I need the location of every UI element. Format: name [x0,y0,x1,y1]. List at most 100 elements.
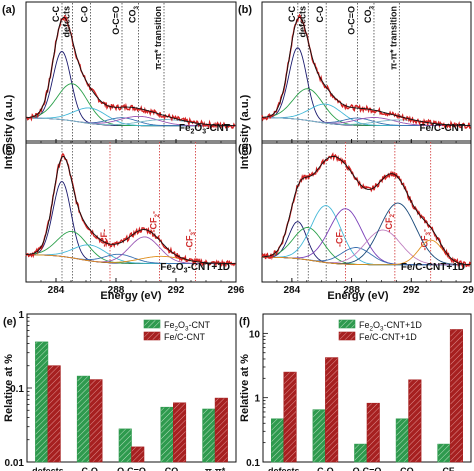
bar-green [76,375,90,463]
legend-swatch [338,331,356,341]
bar-red [408,379,422,463]
legend-label: Fe/C-CNT+1D [359,332,417,342]
x-category-label: defects [268,466,300,471]
fit-envelope [261,155,471,266]
xlabel-left: Energy (eV) [100,290,161,302]
ylabel-top-left: Intensity (a.u.) [3,94,15,169]
fit-envelope [25,156,236,264]
bar-green [118,428,132,463]
x-category-label: CFx [442,466,458,471]
bar-green [270,418,285,463]
xlabel-right: Energy (eV) [327,290,388,302]
x-category-label: CO3 [165,466,183,471]
ylabel-bottom-right: Relative at % [239,354,251,422]
x-category-label: C-O [81,466,98,471]
bar-green [312,409,326,463]
fit-envelope [26,16,236,127]
bar-green [437,443,451,463]
x-tick-label: 292 [403,285,420,296]
y-tick-label: 1 [18,310,24,321]
sample-name: Fe2O3-CNT [179,123,230,136]
panel-tag: (e) [3,316,17,328]
x-tick-label: 288 [343,285,360,296]
bar-green [202,408,216,463]
fit-component-6 [262,229,471,266]
fit-component-1 [262,47,471,126]
x-tick-label: 296 [228,285,245,296]
bar-green [354,443,368,463]
y-tick-label: 10 [249,329,261,340]
x-category-label: defects [32,466,64,471]
fit-envelope [261,16,471,126]
bar-red [47,365,61,463]
bar-green [395,418,409,463]
reference-line-label: -CF2- [384,211,396,233]
reference-line-label: -CF3- [185,229,197,251]
ylabel-top-right: Intensity (a.u.) [239,94,251,169]
spectrum-panel-b: C-C defects C-O O-C=O CO3 π-π* transition(b)F… [238,1,472,144]
reference-line-label: defects [62,6,72,38]
x-category-label: CO3 [400,466,418,471]
sample-name: Fe/C-CNT [419,123,465,134]
reference-line-label: CO3 [128,6,140,24]
x-tick-label: 292 [168,285,185,296]
y-tick-label: 0.1 [246,458,260,469]
fit-component-3 [261,205,471,266]
x-tick-label: 284 [284,285,301,296]
x-category-label: O-C=O [353,466,382,471]
measured-spectrum [261,152,472,270]
reference-line-label: π-π* transition [153,6,163,70]
bar-red [214,397,228,463]
spectrum-panel-a: C-C defects C-O O-C=O CO3 π-π* transition (a) F… [2,1,237,144]
bar-panel-f: 0.1 1 10 defects C-O O-C=O CO3 CFx Fe2O3-CNT+1DF… [239,313,472,471]
y-tick-label: 0.01 [5,458,25,469]
measured-spectrum [261,13,471,130]
reference-line-label: C-C [51,6,61,22]
reference-line-label: O-C=O [347,6,357,35]
y-tick-label: 0.1 [10,384,24,395]
legend-swatch [143,319,161,329]
x-category-label: π-π* [205,466,226,471]
panel-tag: (f) [239,316,250,328]
bar-red [173,402,187,463]
spectrum-panel-c: -CF- -CF2- -CF3- 284 288 292 296 (c) Fe2O3-CNT+1… [2,140,245,296]
bar-red [449,329,464,463]
fit-component-1 [26,180,236,264]
legend-swatch [143,331,161,341]
legend-label: Fe2O3-CNT [164,320,211,332]
bar-green [35,341,49,463]
legend-label: Fe2O3-CNT+1D [359,320,422,332]
panel-tag: (d) [238,143,252,155]
bar-red [283,371,297,463]
panel-tag: (c) [2,143,16,155]
sample-name: Fe2O3-CNT+1D [160,262,230,275]
bar-red [366,402,380,463]
reference-line-label: -CF3- [420,229,432,251]
bar-green [160,406,174,463]
x-category-label: C-O [317,466,334,471]
reference-line-label: C-O [80,6,90,23]
ylabel-bottom-left: Relative at % [3,354,15,422]
measured-spectrum [25,15,237,130]
x-tick-label: 288 [108,285,125,296]
legend-swatch [338,319,356,329]
reference-line-label: O-C=O [111,6,121,35]
bar-red [89,379,103,463]
bar-panel-e: 0.01 0.1 1 defects C-O O-C=O CO3 π-π* Fe2O3-CNTF… [3,310,237,471]
reference-line-label: CO3 [363,6,375,24]
fit-component-5 [26,236,236,264]
panel-tag: (a) [2,4,16,16]
reference-line-label: π-π* transition [388,6,398,70]
reference-line-label: -CF- [335,229,345,247]
legend-label: Fe/C-CNT [164,332,205,342]
fit-component-8 [262,239,472,266]
reference-line-label: -CF2- [149,211,161,233]
spectrum-panel-d: -CF- -CF2- -CF3- 284 288 292 296 (d) Fe/C-CNT+1D [238,140,474,296]
fit-component-4 [262,208,471,266]
panel-tag: (b) [238,4,252,16]
reference-line-label: C-C [287,6,297,22]
x-tick-label: 284 [48,285,65,296]
y-tick-label: 1 [254,394,260,405]
